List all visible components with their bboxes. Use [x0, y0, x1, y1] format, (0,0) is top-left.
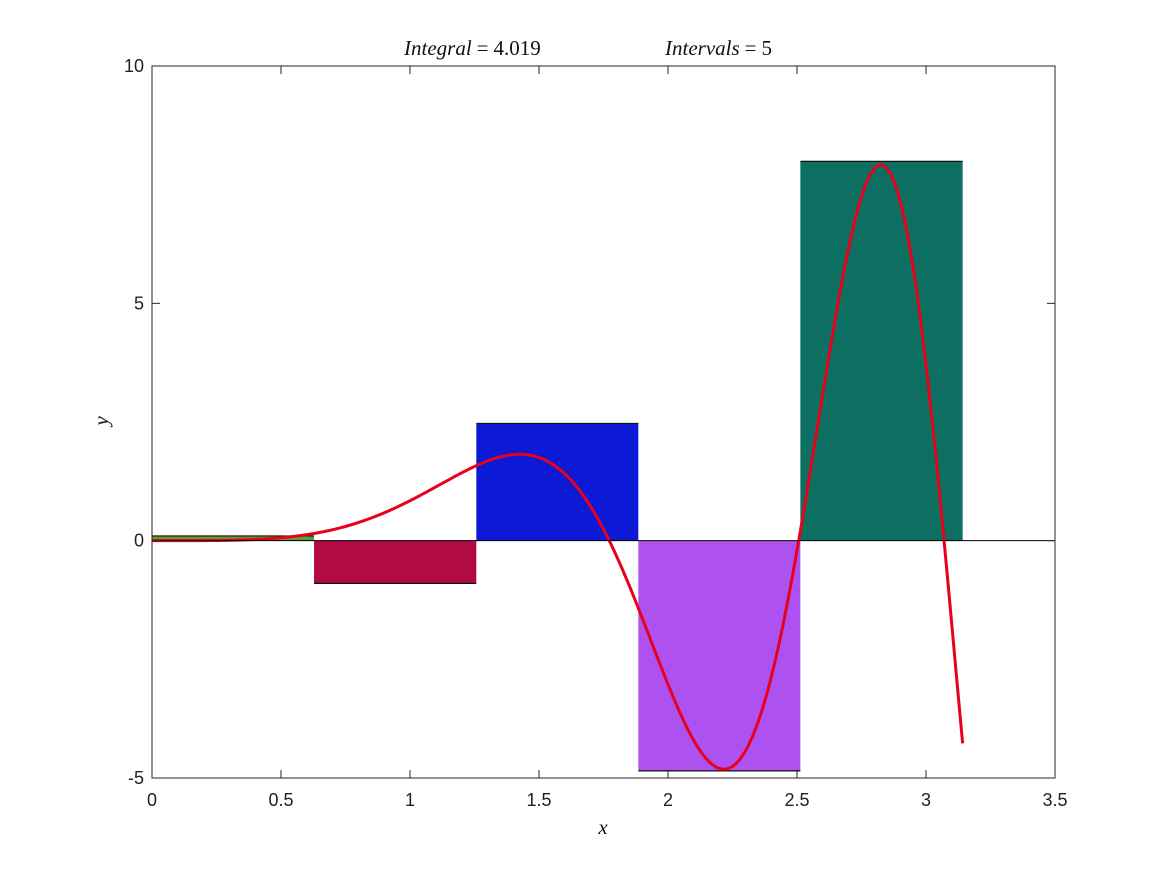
x-axis-label: x: [597, 815, 608, 839]
x-tick-label: 0: [147, 790, 157, 810]
bar-2: [314, 540, 477, 584]
title-intervals-label: Intervals: [664, 36, 740, 60]
curve-layer: [152, 163, 965, 771]
x-tick-label: 2: [663, 790, 673, 810]
function-curve: [152, 163, 965, 771]
y-axis-label: y: [89, 416, 113, 428]
title-integral-value: 4.019: [494, 36, 541, 60]
title-intervals-operator: =: [745, 36, 757, 60]
title-integral-operator: =: [477, 36, 489, 60]
bars-layer: [152, 160, 963, 772]
y-tick-label: 10: [124, 56, 144, 76]
x-tick-label: 3.5: [1042, 790, 1067, 810]
bar-4: [638, 540, 801, 771]
bar-5: [800, 161, 963, 541]
x-tick-label: 2.5: [784, 790, 809, 810]
y-tick-label: 0: [134, 531, 144, 551]
chart-title-left: Integral = 4.019: [403, 36, 541, 60]
bar-3: [476, 423, 639, 541]
title-integral-label: Integral: [403, 36, 472, 60]
y-tick-label: -5: [128, 768, 144, 788]
x-tick-label: 1: [405, 790, 415, 810]
y-axis-ticks: -5 0 5 10: [124, 56, 1055, 788]
chart-title-right: Intervals = 5: [664, 36, 772, 60]
x-axis-ticks: 0 0.5 1 1.5 2 2.5 3 3.5: [147, 66, 1068, 810]
y-tick-label: 5: [134, 293, 144, 313]
x-tick-label: 1.5: [526, 790, 551, 810]
x-tick-label: 3: [921, 790, 931, 810]
title-intervals-value: 5: [762, 36, 773, 60]
axes-box: [151, 65, 1056, 779]
x-tick-label: 0.5: [268, 790, 293, 810]
bar-1: [152, 535, 315, 541]
